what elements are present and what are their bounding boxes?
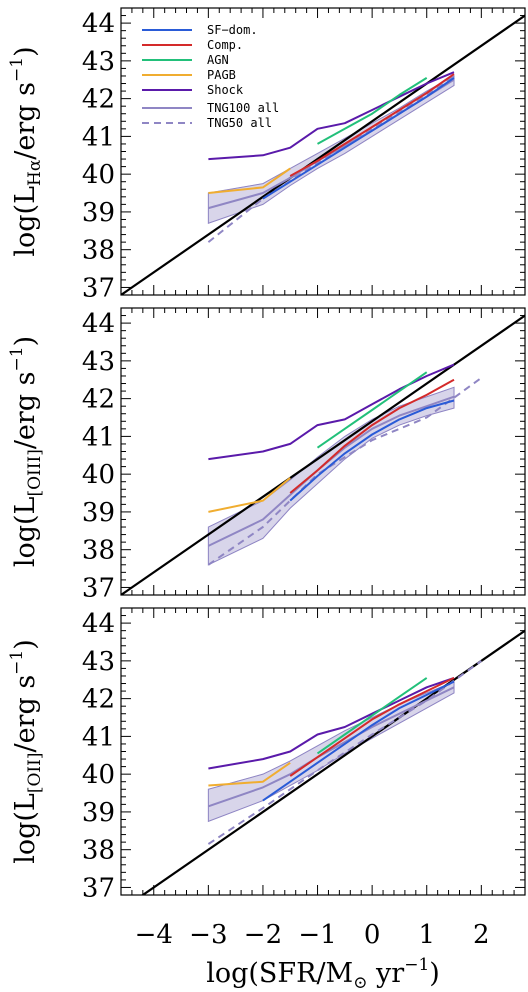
- scatter-band-edge-halpha: [208, 75, 455, 224]
- series-line-tng50-all-oii: [207, 660, 482, 845]
- y-tick-label-oiii: 43: [82, 347, 115, 377]
- x-axis-label: log(SFR/M⊙ yr−1): [206, 955, 440, 992]
- y-tick-label-halpha: 37: [82, 273, 115, 303]
- series-line-pagb-oii: [208, 761, 291, 787]
- legend-label-tng50-all: TNG50 all: [207, 116, 272, 130]
- legend-label-pagb: PAGB: [207, 68, 236, 82]
- y-tick-label-oiii: 37: [82, 573, 115, 603]
- panel-oiii: 37 38 39 40 41 42 43 44 log(L[OIII]/erg s−1): [7, 307, 526, 603]
- legend-label-shock: Shock: [207, 83, 244, 97]
- series-line-comp-oiii: [289, 378, 455, 494]
- y-tick-label-halpha: 44: [82, 9, 115, 39]
- plot-frame-oii: [120, 607, 526, 896]
- scatter-band-oiii: [207, 386, 455, 566]
- y-tick-label-oii: 39: [82, 798, 115, 828]
- y-tick-label-oii: 42: [82, 685, 115, 715]
- y-axis-label-halpha: log(LHα/erg s−1): [7, 46, 45, 256]
- y-axis-label-oiii: log(L[OIII]/erg s−1): [7, 336, 45, 567]
- y-axis-label-oii: log(L[OII]/erg s−1): [7, 639, 45, 864]
- y-tick-label-oii: 38: [82, 836, 115, 866]
- series-line-shock-oiii: [208, 363, 455, 461]
- y-tick-label-halpha: 41: [82, 122, 115, 152]
- y-tick-label-oiii: 38: [82, 536, 115, 566]
- x-tick-label: −1: [298, 920, 336, 950]
- series-line-tng50-all-halpha: [207, 75, 455, 243]
- y-tick-label-halpha: 42: [82, 85, 115, 115]
- y-tick-label-halpha: 38: [82, 236, 115, 266]
- x-tick-label: −3: [189, 920, 227, 950]
- y-tick-label-oii: 43: [82, 647, 115, 677]
- scatter-band-edge-oii: [208, 681, 455, 822]
- plot-frame-oiii: [120, 307, 526, 596]
- series-line-tng50-all-oiii: [207, 377, 482, 566]
- series-line-pagb-oiii: [208, 477, 291, 513]
- legend-label-agn: AGN: [207, 53, 229, 67]
- one-to-one-line-oii: [140, 629, 525, 895]
- x-tick-label: 2: [473, 920, 490, 950]
- legend-label-sf-dom: SF−dom.: [207, 23, 258, 37]
- series-line-tng100-all-oiii: [207, 395, 455, 547]
- y-tick-label-oiii: 44: [82, 309, 115, 339]
- y-tick-label-oii: 41: [82, 722, 115, 752]
- y-tick-label-oiii: 42: [82, 385, 115, 415]
- series-line-comp-oii: [289, 676, 455, 777]
- x-tick-label: 1: [418, 920, 435, 950]
- y-tick-label-oii: 37: [82, 873, 115, 903]
- y-tick-label-oiii: 41: [82, 422, 115, 452]
- one-to-one-line-oiii: [121, 314, 525, 595]
- series-line-agn-oiii: [316, 371, 428, 449]
- series-line-sf-dom-oiii: [289, 399, 455, 502]
- plot-frame-halpha: [120, 7, 526, 296]
- x-tick-label: −4: [135, 920, 173, 950]
- series-line-tng100-all-oii: [208, 686, 455, 808]
- series-line-sf-dom-halpha: [262, 77, 455, 200]
- y-tick-label-oiii: 40: [82, 460, 115, 490]
- one-to-one-line-halpha: [121, 14, 525, 295]
- y-tick-label-halpha: 43: [82, 47, 115, 77]
- series-line-agn-oii: [316, 677, 428, 755]
- panel-oii: 37 38 39 40 41 42 43 44 log(L[OII]/erg s−1): [7, 607, 526, 903]
- x-tick-labels: −4 −3 −2 −1 0 1 2: [135, 920, 490, 950]
- panel-halpha: 37 38 39 40 41 42 43 44 log(LHα/erg s−1) SF−dom…: [7, 7, 526, 303]
- series-line-sf-dom-oii: [262, 680, 455, 802]
- legend-label-comp: Comp.: [207, 38, 243, 52]
- y-tick-label-oii: 44: [82, 609, 115, 639]
- series-line-shock-halpha: [208, 71, 455, 161]
- y-tick-label-halpha: 39: [82, 198, 115, 228]
- scatter-band-oii: [207, 680, 455, 823]
- series-line-pagb-halpha: [208, 167, 291, 194]
- x-tick-label: 0: [364, 920, 381, 950]
- y-tick-label-oii: 40: [82, 760, 115, 790]
- x-tick-label: −2: [244, 920, 282, 950]
- legend-label-tng100-all: TNG100 all: [207, 101, 279, 115]
- series-line-shock-oii: [208, 676, 455, 770]
- series-line-agn-halpha: [317, 77, 428, 145]
- scatter-band-edge-oiii: [208, 386, 455, 566]
- y-tick-label-oiii: 39: [82, 498, 115, 528]
- series-line-comp-halpha: [289, 73, 455, 177]
- y-tick-label-halpha: 40: [82, 160, 115, 190]
